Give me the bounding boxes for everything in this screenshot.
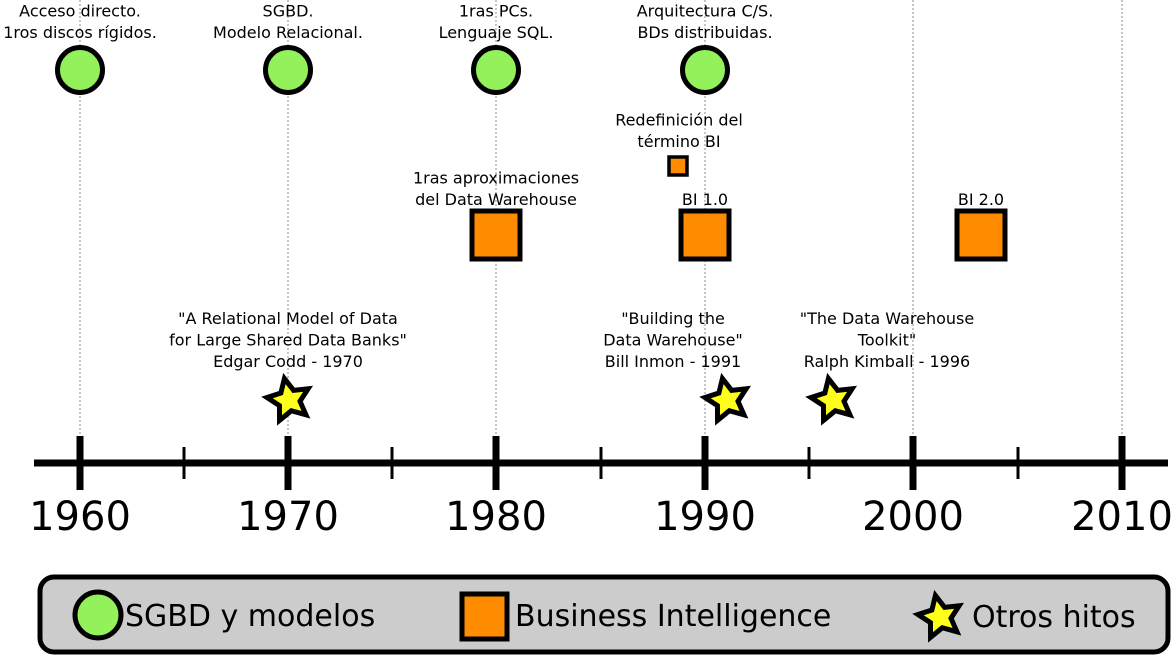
year-label: 1980 (445, 494, 547, 540)
bi-event: 1ras aproximaciones del Data Warehouse (413, 169, 579, 262)
event-label: 1ras PCs. (459, 2, 533, 21)
other-events: "A Relational Model of Data for Large Sha… (169, 309, 974, 422)
circle-icon (263, 45, 313, 95)
legend-label: SGBD y modelos (125, 599, 375, 634)
star-icon (702, 374, 751, 422)
sgbd-event: Arquitectura C/S. BDs distribuidas. (637, 2, 774, 95)
event-label: Edgar Codd - 1970 (213, 352, 363, 371)
event-label: for Large Shared Data Banks" (169, 331, 407, 350)
legend-item-others: Otros hitos (915, 591, 1136, 639)
event-label: BDs distribuidas. (637, 23, 772, 42)
year-label: 1970 (237, 494, 339, 540)
star-icon (808, 374, 857, 422)
milestone-event: "Building the Data Warehouse" Bill Inmon -… (603, 309, 751, 422)
event-label: BI 2.0 (958, 190, 1004, 209)
milestone-event: "The Data Warehouse Toolkit" Ralph Kimball… (800, 309, 974, 422)
event-label: 1ros discos rígidos. (3, 23, 157, 42)
milestone-event: "A Relational Model of Data for Large Sha… (169, 309, 407, 422)
timeline-axis: 1960 1970 1980 1990 2000 2010 (29, 436, 1172, 540)
event-label: Ralph Kimball - 1996 (804, 352, 970, 371)
event-label: Lenguaje SQL. (439, 23, 554, 42)
legend-label: Otros hitos (972, 600, 1136, 635)
event-label: Redefinición del (615, 111, 743, 130)
legend: SGBD y modelos Business Intelligence Otros… (37, 574, 1171, 655)
event-label: BI 1.0 (682, 190, 728, 209)
sgbd-event: 1ras PCs. Lenguaje SQL. (439, 2, 554, 95)
event-label: SGBD. (263, 2, 314, 21)
bi-event: BI 2.0 (954, 190, 1008, 262)
event-label: "The Data Warehouse (800, 309, 974, 328)
circle-icon (55, 45, 105, 95)
year-label: 2000 (862, 494, 964, 540)
square-icon (678, 208, 732, 262)
bi-events: 1ras aproximaciones del Data Warehouse Red… (413, 111, 1008, 262)
sgbd-events: Acceso directo. 1ros discos rígidos. SGBD.… (3, 2, 774, 95)
legend-box (37, 574, 1171, 655)
square-icon (459, 591, 510, 642)
event-label: término BI (637, 132, 720, 151)
legend-item-bi: Business Intelligence (459, 591, 831, 642)
event-label: Data Warehouse" (603, 331, 743, 350)
event-label: Modelo Relacional. (213, 23, 363, 42)
event-label: "A Relational Model of Data (178, 309, 398, 328)
circle-icon (680, 45, 730, 95)
square-icon (667, 155, 689, 177)
event-label: 1ras aproximaciones (413, 169, 579, 188)
event-label: Acceso directo. (19, 2, 141, 21)
year-label: 1990 (654, 494, 756, 540)
legend-item-sgbd: SGBD y modelos (72, 589, 375, 641)
event-label: "Building the (621, 309, 725, 328)
sgbd-event: Acceso directo. 1ros discos rígidos. (3, 2, 157, 95)
year-label: 1960 (29, 494, 131, 540)
circle-icon (471, 45, 521, 95)
event-label: del Data Warehouse (415, 190, 577, 209)
square-icon (954, 208, 1008, 262)
sgbd-event: SGBD. Modelo Relacional. (213, 2, 363, 95)
square-icon (469, 208, 523, 262)
event-label: Arquitectura C/S. (637, 2, 774, 21)
year-label: 2010 (1071, 494, 1172, 540)
bi-event: BI 1.0 (678, 190, 732, 262)
star-icon (264, 374, 313, 422)
event-label: Toolkit" (857, 331, 916, 350)
event-label: Bill Inmon - 1991 (605, 352, 741, 371)
bi-event: Redefinición del término BI (615, 111, 743, 177)
circle-icon (72, 589, 124, 641)
legend-label: Business Intelligence (515, 599, 831, 634)
